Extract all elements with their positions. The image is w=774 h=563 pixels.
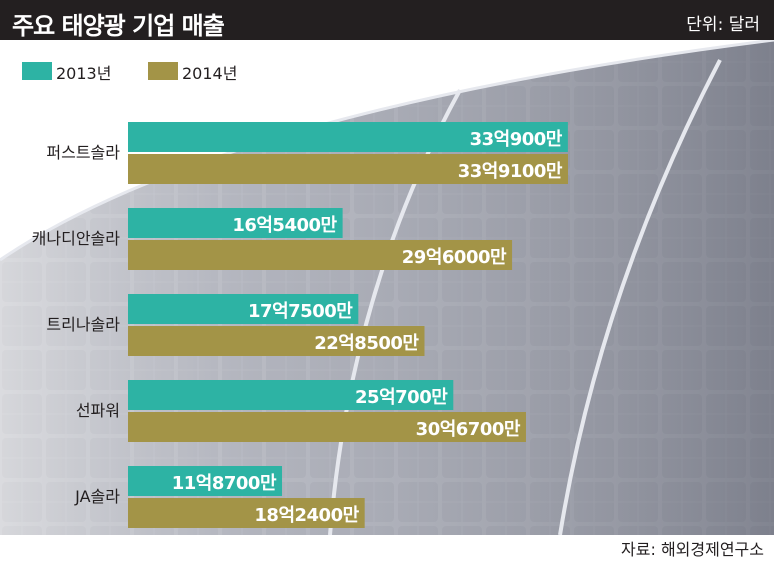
chart-title: 주요 태양광 기업 매출 [12, 12, 225, 40]
data-label-2014: 29억6000만 [402, 247, 507, 268]
bar-2014 [128, 498, 365, 528]
category-label: 캐나디안솔라 [32, 229, 121, 248]
bar-2014 [128, 326, 425, 356]
data-label-2014: 18억2400만 [254, 505, 359, 526]
category-label: 선파워 [76, 401, 120, 420]
bar-2014 [128, 240, 513, 270]
legend-label-2014: 2014년 [182, 64, 238, 83]
data-label-2013: 16억5400만 [232, 215, 337, 236]
legend-swatch-2013 [22, 62, 52, 80]
data-label-2013: 25억700만 [355, 387, 448, 408]
data-label-2013: 11억8700만 [172, 473, 277, 494]
unit-label: 단위: 달러 [686, 15, 760, 35]
data-label-2014: 22억8500만 [314, 333, 419, 354]
source-note: 자료: 해외경제연구소 [621, 540, 764, 559]
bar-2013 [128, 466, 283, 496]
solar-panel-background [0, 40, 774, 535]
data-label-2014: 30억6700만 [416, 419, 521, 440]
bar-2013 [128, 294, 359, 324]
legend-label-2013: 2013년 [56, 64, 112, 83]
bar-2013 [128, 208, 343, 238]
bar-2013 [128, 122, 568, 152]
category-label: 트리나솔라 [46, 315, 120, 334]
legend-swatch-2014 [148, 62, 178, 80]
data-label-2013: 17억7500만 [248, 301, 353, 322]
chart-header: 주요 태양광 기업 매출 단위: 달러 [0, 0, 774, 40]
bar-2014 [128, 412, 526, 442]
category-label: 퍼스트솔라 [46, 143, 120, 162]
bar-2014 [128, 154, 568, 184]
bar-2013 [128, 380, 454, 410]
data-label-2014: 33억9100만 [458, 161, 563, 182]
category-label: JA솔라 [74, 487, 120, 506]
data-label-2013: 33억900만 [470, 129, 563, 150]
